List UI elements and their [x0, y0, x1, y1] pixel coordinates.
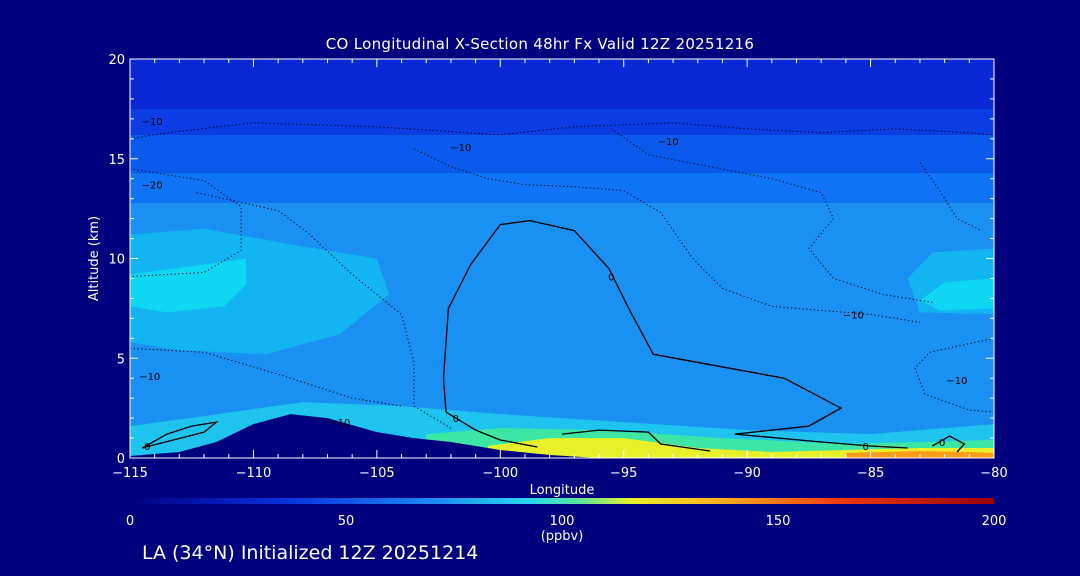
contour-line-0 [442, 219, 908, 449]
colorbar-tick-label-3: 150 [766, 514, 791, 529]
contour-label-7: −10 [946, 376, 967, 387]
colorbar-tick-label-2: 100 [550, 514, 575, 529]
contour-label-0: −10 [142, 117, 163, 128]
co-pocket-0 [130, 228, 390, 355]
contour-line-1 [445, 411, 538, 448]
contour-label-12: 0 [939, 438, 945, 449]
contour-label-10: 0 [144, 442, 150, 453]
x-tick-label-5: −90 [733, 466, 760, 481]
y-tick-label-2: 10 [108, 253, 125, 268]
y-tick-label-3: 15 [108, 153, 125, 168]
contour-label-11: 0 [862, 442, 868, 453]
fill-band-1 [130, 108, 994, 135]
chart-title: CO Longitudinal X-Section 48hr Fx Valid … [325, 35, 755, 53]
contour-label-5: −10 [329, 418, 350, 429]
x-tick-label-3: −100 [482, 466, 518, 481]
colorbar-units: (ppbv) [541, 529, 584, 544]
contour-line-12 [919, 162, 982, 232]
contour-line-2 [141, 421, 219, 449]
y-axis-label: Altitude (km) [87, 216, 102, 301]
contour-label-6: −10 [843, 310, 864, 321]
terrain-mask [130, 414, 994, 458]
contour-label-9: 0 [453, 414, 459, 425]
x-tick-label-6: −85 [857, 466, 884, 481]
contour-line-10 [914, 337, 994, 413]
x-tick-label-0: −115 [112, 466, 148, 481]
x-axis-label: Longitude [530, 483, 595, 498]
colorbar-tick-label-1: 50 [338, 514, 355, 529]
fill-band-0 [130, 59, 994, 109]
y-tick-label-0: 0 [117, 452, 125, 467]
colorbar-tick-label-0: 0 [126, 514, 134, 529]
co-pocket-1 [130, 258, 246, 313]
co-pocket-3 [919, 278, 994, 311]
x-tick-label-2: −105 [359, 466, 395, 481]
x-tick-label-7: −80 [980, 466, 1007, 481]
contour-line-9 [130, 347, 402, 407]
contour-label-8: 0 [608, 272, 614, 283]
contour-line-5 [130, 122, 994, 140]
y-tick-label-4: 20 [108, 53, 125, 68]
fill-band-3 [130, 172, 994, 203]
footer-caption: LA (34°N) Initialized 12Z 20251214 [142, 542, 479, 564]
fill-band-2 [130, 134, 994, 173]
colorbar [130, 498, 994, 504]
x-tick-label-4: −95 [610, 466, 637, 481]
contour-label-3: −20 [142, 181, 163, 192]
contour-label-1: −10 [450, 143, 471, 154]
contour-line-8 [611, 128, 933, 303]
x-tick-label-1: −110 [236, 466, 272, 481]
plot-area: −10 −10 −10 −20 −10 −10 −10 −10 0 0 0 0 0 [130, 59, 994, 458]
contour-line-6 [196, 192, 452, 429]
y-tick-label-1: 5 [117, 352, 125, 367]
contour-line-7 [413, 148, 920, 323]
contour-line-3 [561, 429, 711, 452]
contour-label-2: −10 [658, 137, 679, 148]
colorbar-tick-label-4: 200 [982, 514, 1007, 529]
contour-label-4: −10 [139, 372, 160, 383]
contour-line-4 [931, 435, 966, 453]
